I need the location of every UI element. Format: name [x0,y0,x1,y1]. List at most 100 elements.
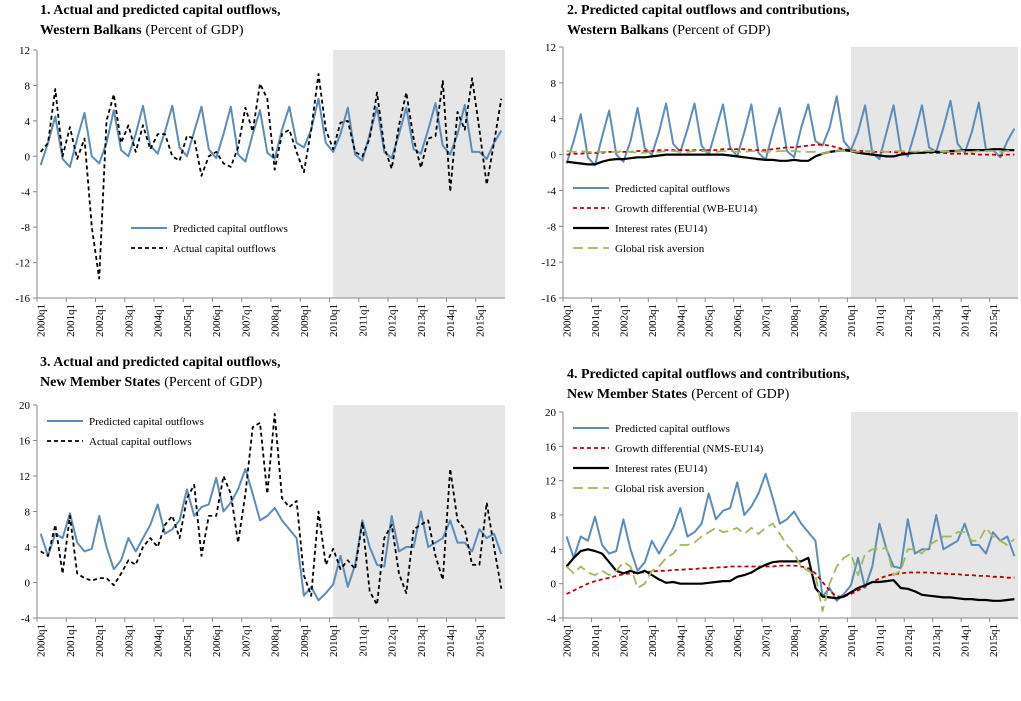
chart-title-line2: New Member States (Percent of GDP) [40,375,263,390]
x-tick-label: 2004q1 [675,304,687,337]
x-tick-label: 2002q1 [94,624,106,657]
series-line [39,97,503,168]
legend-label: Growth differential (WB-EU14) [615,203,757,215]
y-tick-label: 4 [25,116,31,128]
x-tick-label: 2000q1 [36,624,48,657]
y-tick-label: -16 [541,293,556,305]
y-tick-label: -4 [21,613,31,625]
series-line [566,149,1015,155]
legend-label: Global risk aversion [615,243,705,255]
series-line [40,73,503,280]
y-tick-label: 0 [551,579,557,591]
y-tick-label: 12 [19,471,30,483]
y-tick-label: 0 [25,151,31,163]
x-tick-label: 2012q1 [903,624,915,657]
x-tick-label: 2006q1 [211,624,223,657]
x-tick-label: 2009q1 [817,304,829,337]
chart-panel: 4. Predicted capital outflows and contri… [545,367,1018,657]
x-tick-label: 2005q1 [182,624,194,657]
series-line [565,95,1016,167]
title-unit: (Percent of GDP) [146,23,244,38]
y-tick-label: -4 [547,185,557,197]
legend-label: Global risk aversion [615,483,705,495]
x-tick-label: 2015q1 [988,624,1000,657]
x-tick-label: 2000q1 [562,624,574,657]
shaded-period [850,412,1018,618]
x-tick-label: 2000q1 [562,304,574,337]
x-tick-label: 2011q1 [874,624,886,657]
y-tick-label: 8 [551,510,557,522]
legend-label: Interest rates (EU14) [615,463,708,475]
x-tick-label: 2009q1 [299,624,311,657]
shaded-period [850,47,1018,298]
y-tick-label: 0 [551,150,557,162]
chart-title-line2: New Member States (Percent of GDP) [567,387,790,402]
chart-panel: 1. Actual and predicted capital outflows… [15,3,505,337]
x-tick-label: 2001q1 [590,304,602,337]
x-tick-label: 2002q1 [94,304,106,337]
chart-title-line2: Western Balkans (Percent of GDP) [40,23,244,38]
series-line [565,548,1015,602]
y-tick-label: 20 [545,407,557,419]
x-tick-label: 2015q1 [474,304,486,337]
x-tick-label: 2004q1 [153,624,165,657]
y-tick-label: 12 [19,45,30,57]
x-tick-label: 2005q1 [182,304,194,337]
y-tick-label: -16 [15,293,30,305]
chart-title: 3. Actual and predicted capital outflows… [40,355,280,370]
x-tick-label: 2011q1 [357,624,369,657]
y-tick-label: 12 [545,476,556,488]
x-tick-label: 2012q1 [387,624,399,657]
x-tick-label: 2014q1 [960,304,972,337]
legend-label: Predicted capital outflows [615,183,730,195]
x-tick-label: 2010q1 [846,624,858,657]
x-tick-label: 2011q1 [874,304,886,337]
series-line [565,522,1015,612]
x-tick-label: 2013q1 [416,304,428,337]
x-tick-label: 2007q1 [240,304,252,337]
legend-label: Actual capital outflows [173,243,276,255]
y-tick-label: 16 [545,441,557,453]
x-tick-label: 2011q1 [357,304,369,337]
title-line1: 3. Actual and predicted capital outflows… [40,355,280,370]
y-tick-label: 4 [25,542,31,554]
x-tick-label: 2015q1 [988,304,1000,337]
x-tick-label: 2000q1 [36,304,48,337]
y-tick-label: -12 [15,258,30,270]
x-tick-label: 2010q1 [328,624,340,657]
series-line [39,467,503,602]
legend-label: Actual capital outflows [89,436,192,448]
title-unit: (Percent of GDP) [691,387,789,402]
title-line1: 4. Predicted capital outflows and contri… [567,367,849,382]
x-tick-label: 2005q1 [704,304,716,337]
x-tick-label: 2002q1 [618,624,630,657]
series-line [40,413,503,606]
title-unit: (Percent of GDP) [164,375,262,390]
chart-panel: 2. Predicted capital outflows and contri… [541,3,1018,337]
title-region: New Member States [567,387,688,402]
chart-title: 2. Predicted capital outflows and contri… [567,3,849,18]
x-tick-label: 2013q1 [931,304,943,337]
x-tick-label: 2003q1 [647,624,659,657]
x-tick-label: 2001q1 [590,624,602,657]
x-tick-label: 2012q1 [903,304,915,337]
y-tick-label: 16 [19,436,31,448]
y-tick-label: -4 [547,613,557,625]
y-tick-label: 0 [25,578,31,590]
x-tick-label: 2008q1 [789,624,801,657]
x-tick-label: 2007q1 [761,304,773,337]
x-tick-label: 2008q1 [270,304,282,337]
title-region: Western Balkans [567,23,669,38]
legend-label: Predicted capital outflows [615,423,730,435]
x-tick-label: 2007q1 [761,624,773,657]
legend-label: Growth differential (NMS-EU14) [615,443,764,455]
x-tick-label: 2001q1 [65,304,77,337]
x-tick-label: 2012q1 [387,304,399,337]
x-tick-label: 2014q1 [445,304,457,337]
y-tick-label: 8 [551,78,557,90]
shaded-period [333,405,505,618]
x-tick-label: 2006q1 [732,624,744,657]
series-line [565,472,1016,602]
x-tick-label: 2004q1 [153,304,165,337]
y-tick-label: 20 [19,400,31,412]
